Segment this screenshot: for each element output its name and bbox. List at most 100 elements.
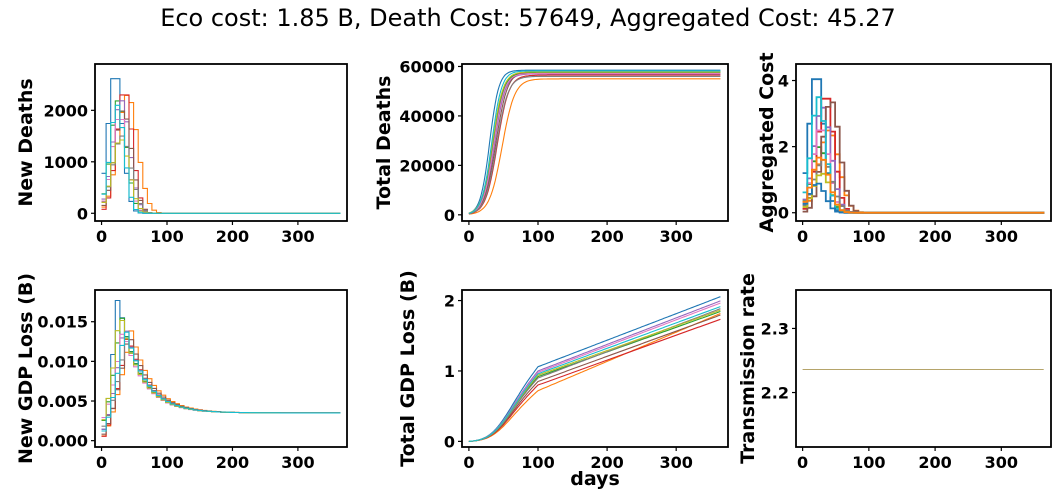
series-line-10 [101,104,341,214]
series-line-6 [468,314,721,442]
y-tick-label: 0.010 [37,352,88,371]
series-line-1 [101,78,341,214]
x-tick-label: 200 [918,227,951,246]
series-line-6 [101,110,341,214]
x-tick-label: 0 [797,227,808,246]
series-line-10 [101,331,341,432]
y-axis-label: Total Deaths [373,76,395,210]
series-line-5 [101,100,341,214]
y-tick-label: 2000 [43,101,88,120]
x-tick-label: 300 [659,227,692,246]
x-tick-label: 200 [590,453,623,472]
axes-frame [94,289,348,448]
x-tick-label: 200 [590,227,623,246]
series-line-2 [101,94,341,214]
series-line-9 [101,139,341,214]
series-line-6 [101,339,341,435]
x-tick-label: 0 [463,453,474,472]
series-line-2 [101,330,341,437]
series-line-12 [802,156,1045,214]
series-line-1 [468,296,721,442]
series-line-6 [468,70,721,215]
series-line-4 [468,318,721,442]
x-tick-label: 100 [150,227,183,246]
y-tick-label: 0 [77,204,88,223]
x-tick-label: 300 [281,227,314,246]
axes-frame [795,289,1052,448]
series-group [101,78,341,214]
x-tick-label: 200 [216,453,249,472]
y-tick-label: 0.015 [37,313,88,332]
figure-title: Eco cost: 1.85 B, Death Cost: 57649, Agg… [160,4,896,32]
y-tick-label: 0.005 [37,392,88,411]
y-tick-label: 1000 [43,153,88,172]
y-tick-label: 60000 [399,57,455,76]
x-tick-label: 100 [150,453,183,472]
y-tick-label: 0 [444,432,455,451]
series-line-9 [468,71,721,214]
series-group [468,69,721,215]
series-line-5 [468,73,721,215]
x-tick-label: 0 [463,227,474,246]
panel-total-gdp-loss: 0 100 200 300 0 1 2 Total GDP Loss (B) days [397,270,729,490]
axes-frame [795,63,1052,222]
series-line-5 [101,330,341,430]
series-line-4 [101,94,341,214]
y-tick-label: 0 [444,206,455,225]
y-tick-label: 40000 [399,107,455,126]
series-line-3 [468,72,721,214]
series-line-7 [468,72,721,215]
axes-frame [461,289,729,448]
x-tick-label: 100 [521,453,554,472]
x-tick-label: 300 [985,453,1018,472]
x-tick-label: 300 [659,453,692,472]
y-axis-label: New GDP Loss (B) [15,273,37,464]
series-line-1 [468,69,721,214]
y-tick-label: 0 [778,204,789,223]
x-tick-label: 300 [985,227,1018,246]
y-tick-label: 2.2 [761,384,789,403]
x-tick-label: 0 [96,227,107,246]
axes-frame [94,63,348,222]
x-axis-label: days [570,468,620,490]
x-tick-label: 100 [521,227,554,246]
series-line-10 [468,306,721,442]
x-tick-label: 100 [852,227,885,246]
y-tick-label: 2 [778,138,789,157]
series-group [101,299,341,437]
series-line-3 [101,317,341,421]
y-tick-label: 1 [444,362,455,381]
series-line-3 [101,100,341,214]
series-line-10 [468,70,721,214]
y-axis-label: New Deaths [15,78,37,206]
y-axis-label: Transmission rate [737,273,759,464]
x-tick-label: 100 [852,453,885,472]
y-tick-label: 2 [444,292,455,311]
x-tick-label: 200 [918,453,951,472]
series-group [802,78,1045,214]
series-line-3 [468,310,721,442]
y-tick-label: 0.000 [37,432,88,451]
series-line-9 [101,319,341,421]
series-line-2 [468,78,721,215]
x-tick-label: 200 [216,227,249,246]
x-tick-label: 0 [96,453,107,472]
series-line-2 [468,312,721,442]
series-group [468,296,721,442]
y-axis-label: Total GDP Loss (B) [397,270,419,467]
series-line-8 [101,135,341,214]
y-tick-label: 20000 [399,156,455,175]
x-tick-label: 300 [281,453,314,472]
y-axis-label: Aggregated Cost [756,52,778,232]
y-tick-label: 2.3 [761,319,789,338]
y-tick-label: 4 [778,72,789,91]
series-line-8 [468,75,721,215]
x-tick-label: 0 [797,453,808,472]
axes-frame [461,63,729,222]
panel-new-deaths: 0 100 200 300 0 1000 2000 New Deaths [15,63,348,246]
